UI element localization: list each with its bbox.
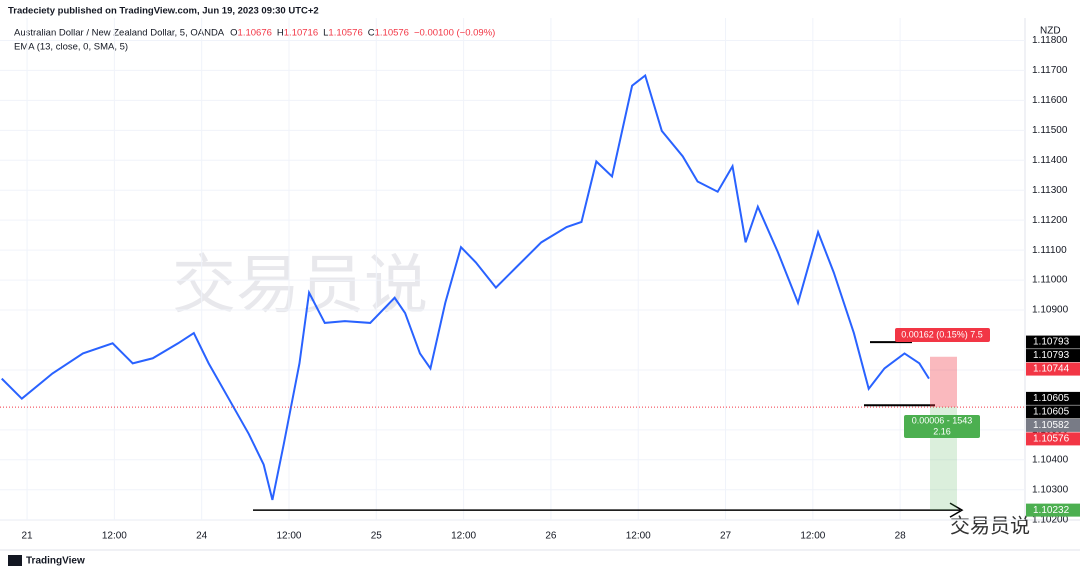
price-tag — [1026, 335, 1080, 349]
x-tick-label: 24 — [196, 531, 208, 542]
logo: TradingView — [26, 556, 85, 567]
x-tick-label: 25 — [371, 531, 383, 542]
price-tag-label: 1.10576 — [1033, 434, 1070, 445]
price-tag-label: 1.10605 — [1033, 393, 1070, 404]
ema-line — [1, 73, 930, 501]
risk-label: 0.00162 (0.15%) 7.5 — [901, 329, 983, 339]
y-tick-label: 1.10400 — [1032, 454, 1069, 465]
y-tick-label: 1.10300 — [1032, 484, 1069, 495]
y-tick-label: 1.11000 — [1032, 275, 1068, 286]
y-tick-label: 1.11300 — [1032, 185, 1068, 196]
x-tick-label: 28 — [895, 531, 907, 542]
ohlc-key: C — [368, 28, 375, 39]
y-tick-label: 1.11700 — [1032, 65, 1068, 76]
price-tag — [1026, 405, 1080, 419]
y-tick-label: 1.11600 — [1032, 95, 1068, 106]
ohlc-value: 1.10576 — [328, 28, 362, 39]
risk-label-bg — [895, 328, 990, 342]
logo-icon — [8, 555, 22, 566]
ohlc-value: 1.10716 — [284, 28, 318, 39]
ohlc-key: H — [277, 28, 284, 39]
price-tag-label: 1.10793 — [1033, 350, 1070, 361]
price-tag — [1026, 503, 1080, 517]
y-tick-label: 1.11400 — [1032, 155, 1068, 166]
price-tag-label: 1.10605 — [1033, 407, 1070, 418]
symbol: Australian Dollar / New Zealand Dollar, … — [14, 28, 225, 39]
y-tick-label: 1.11200 — [1032, 215, 1068, 226]
ohlc-value: 1.10576 — [375, 28, 409, 39]
price-tag-label: 1.10744 — [1033, 364, 1070, 375]
wechat-mark: 交易员说 — [950, 514, 1030, 537]
ohlc-value: 1.10676 — [238, 28, 272, 39]
y-tick-label: 1.11100 — [1032, 245, 1067, 256]
price-tag-label: 1.10793 — [1033, 337, 1070, 348]
x-tick-label: 27 — [720, 531, 732, 542]
price-tag — [1026, 418, 1080, 432]
price-tag — [1026, 362, 1080, 376]
x-tick-label: 21 — [22, 531, 34, 542]
x-tick-label: 12:00 — [800, 531, 825, 542]
price-tag — [1026, 391, 1080, 405]
x-tick-label: 12:00 — [451, 531, 476, 542]
indicator-name: EMA (13, close, 0, SMA, 5) — [14, 42, 128, 53]
price-tag-label: 1.10582 — [1033, 420, 1070, 431]
ratio-label: 2.16 — [933, 426, 951, 436]
x-tick-label: 26 — [545, 531, 557, 542]
reward-label: 0.00006 - 1543 — [912, 415, 973, 425]
change: −0.00100 (−0.09%) — [414, 28, 495, 39]
currency: NZD — [1040, 26, 1061, 37]
price-tag — [1026, 432, 1080, 446]
y-tick-label: 1.11500 — [1032, 125, 1068, 136]
watermark: 交易员说 — [172, 249, 428, 321]
publisher: Tradeciety published on TradingView.com,… — [8, 6, 319, 17]
y-tick-label: 1.10200 — [1032, 514, 1069, 525]
x-tick-label: 12:00 — [276, 531, 301, 542]
arrow-head — [949, 502, 964, 518]
y-tick-label: 1.10900 — [1032, 305, 1069, 316]
y-tick-label: 1.11800 — [1032, 35, 1068, 46]
price-tag-label: 1.10232 — [1033, 505, 1070, 516]
stop-zone — [930, 356, 957, 408]
x-tick-label: 12:00 — [102, 531, 127, 542]
ohlc-key: O — [230, 28, 237, 39]
reward-label-bg — [904, 415, 980, 438]
price-tag — [1026, 349, 1080, 363]
x-tick-label: 12:00 — [626, 531, 651, 542]
ohlc-key: L — [323, 28, 328, 39]
